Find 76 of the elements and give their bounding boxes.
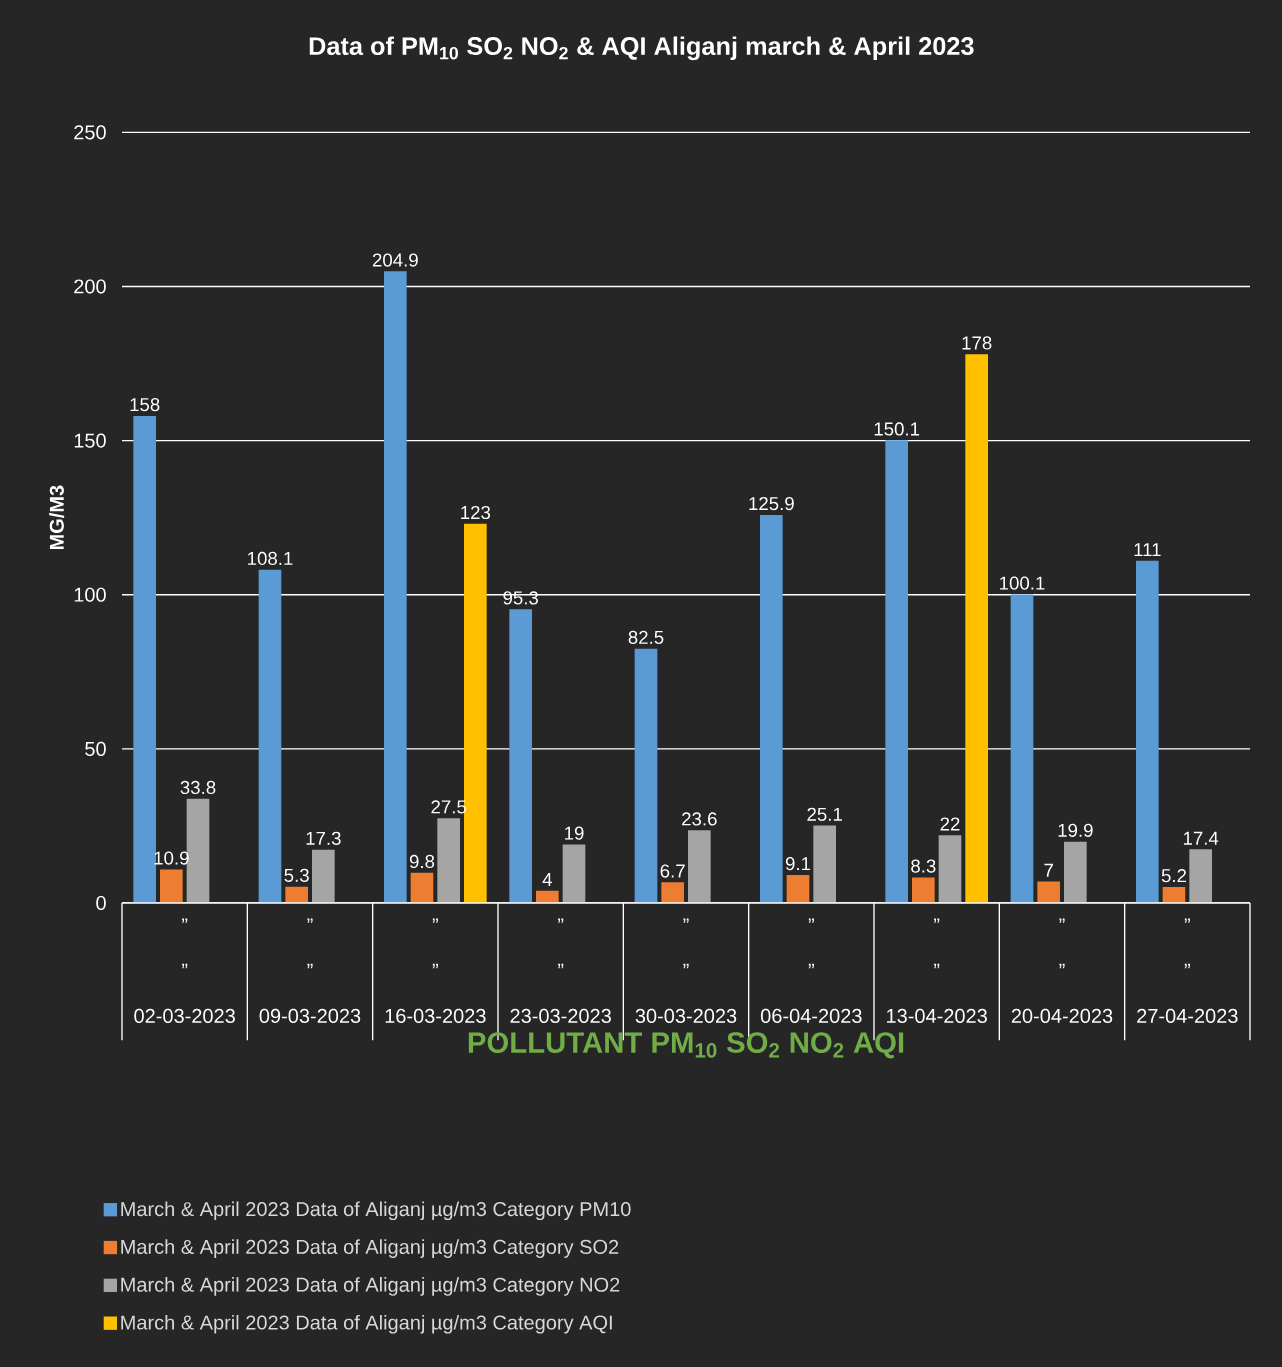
data-label: 22 xyxy=(940,817,960,831)
bar xyxy=(410,872,434,903)
bar xyxy=(1037,881,1060,903)
category-label: ” ” 30-03-2023 xyxy=(635,918,737,1023)
data-label: 158 xyxy=(130,397,160,412)
bar xyxy=(562,844,586,903)
y-tick-label: 100 xyxy=(74,587,106,602)
data-label: 17.3 xyxy=(306,831,341,845)
bar xyxy=(1162,886,1186,903)
data-label: 150.1 xyxy=(874,422,920,436)
data-label: 8.3 xyxy=(911,859,936,873)
y-tick-label: 150 xyxy=(74,433,106,448)
bar xyxy=(661,882,684,903)
data-label: 19 xyxy=(565,826,584,840)
bar xyxy=(464,523,487,903)
data-label: 6.7 xyxy=(660,864,685,878)
bar xyxy=(536,890,559,903)
data-label: 19.9 xyxy=(1058,823,1093,837)
data-label: 123 xyxy=(461,505,491,520)
bar xyxy=(133,415,156,903)
data-label: 4 xyxy=(542,873,552,886)
bar xyxy=(813,825,836,903)
bar xyxy=(912,877,935,903)
bar xyxy=(1010,594,1034,903)
category-label: ” ” 23-03-2023 xyxy=(510,918,611,1023)
bar xyxy=(1136,560,1159,903)
data-label: 111 xyxy=(1134,543,1161,557)
legend-label: March & April 2023 Data of Aliganj µg/m3 Category NO2 xyxy=(121,1277,620,1296)
data-label: 204.9 xyxy=(372,253,418,267)
y-tick-label: 50 xyxy=(85,741,106,756)
bar xyxy=(1064,841,1087,903)
data-label: 5.2 xyxy=(1161,869,1187,883)
bar xyxy=(688,830,711,903)
data-label: 108.1 xyxy=(248,551,293,566)
data-label: 5.3 xyxy=(284,868,309,882)
data-label: 125.9 xyxy=(749,496,794,511)
bar xyxy=(938,835,962,903)
y-axis-title: MG/M3 xyxy=(49,485,65,550)
bar xyxy=(258,569,282,903)
bar xyxy=(160,869,183,903)
bar xyxy=(437,818,460,903)
category-label: ” ” 09-03-2023 xyxy=(259,918,361,1023)
legend-label: March & April 2023 Data of Aliganj µg/m3 Category SO2 xyxy=(121,1239,619,1258)
bar xyxy=(312,849,335,903)
y-tick-label: 0 xyxy=(96,895,106,911)
bar xyxy=(509,609,532,903)
bar xyxy=(285,886,308,903)
bar xyxy=(965,354,988,903)
y-tick-label: 200 xyxy=(74,279,106,294)
data-label: 25.1 xyxy=(807,807,842,821)
category-label: ” ” 27-04-2023 xyxy=(1137,918,1238,1023)
legend-label: March & April 2023 Data of Aliganj µg/m3 Category AQI xyxy=(121,1314,612,1334)
bar xyxy=(786,874,810,903)
bar xyxy=(885,440,908,903)
data-label: 23.6 xyxy=(682,812,717,826)
data-label: 100.1 xyxy=(1000,576,1045,590)
category-label: ” ” 20-04-2023 xyxy=(1011,918,1113,1023)
data-label: 178 xyxy=(962,336,992,350)
category-label: ” ” 16-03-2023 xyxy=(385,918,486,1023)
bar xyxy=(760,514,783,903)
data-label: 9.8 xyxy=(409,854,435,869)
chart-title: Data of PM$_{10}$ SO$_{2}$ NO$_{2}$ & AQI Aliganj march & April 2023 xyxy=(309,36,974,61)
bar xyxy=(1189,849,1212,903)
data-label: 7 xyxy=(1044,863,1053,877)
x-axis-title: POLLUTANT PM$_{10}$ SO$_{2}$ NO$_{2}$ AQI xyxy=(468,1032,904,1059)
category-label: ” ” 13-04-2023 xyxy=(887,918,987,1023)
data-label: 82.5 xyxy=(628,630,664,644)
category-label: ” ” 02-03-2023 xyxy=(134,918,235,1023)
legend-label: March & April 2023 Data of Aliganj µg/m3 Category PM10 xyxy=(121,1201,631,1221)
data-label: 33.8 xyxy=(180,780,216,795)
category-label: ” ” 06-04-2023 xyxy=(760,918,862,1023)
data-label: 17.4 xyxy=(1183,831,1219,845)
bar xyxy=(634,648,658,903)
y-tick-label: 250 xyxy=(74,125,106,140)
bar xyxy=(384,271,407,903)
data-label: 9.1 xyxy=(785,857,811,871)
